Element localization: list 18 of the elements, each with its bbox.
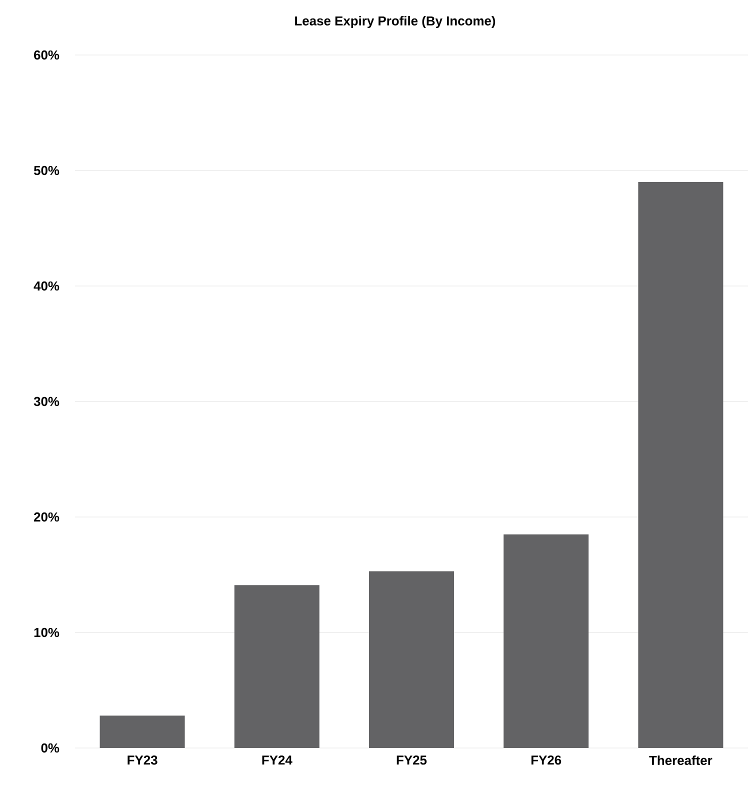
x-tick-label: Thereafter	[649, 756, 712, 766]
y-tick-label: 30%	[34, 396, 60, 406]
x-tick-label: FY23	[128, 756, 158, 765]
bar	[504, 534, 588, 748]
y-tick-label: 60%	[34, 50, 60, 60]
x-tick-label: FY26	[531, 756, 562, 765]
bar	[368, 571, 454, 748]
y-tick-label: 0%	[41, 743, 60, 753]
bar	[234, 585, 320, 748]
bar	[100, 716, 185, 748]
x-tick-label: FY25	[396, 756, 427, 765]
y-tick-label: 20%	[34, 512, 60, 522]
bar	[638, 182, 724, 748]
x-tick-label: FY24	[262, 756, 292, 765]
chart-title: Lease Expiry Profile (By Income)	[294, 16, 496, 28]
y-tick-label: 10%	[34, 628, 60, 638]
y-tick-label: 50%	[34, 166, 60, 176]
y-tick-label: 40%	[34, 281, 60, 291]
